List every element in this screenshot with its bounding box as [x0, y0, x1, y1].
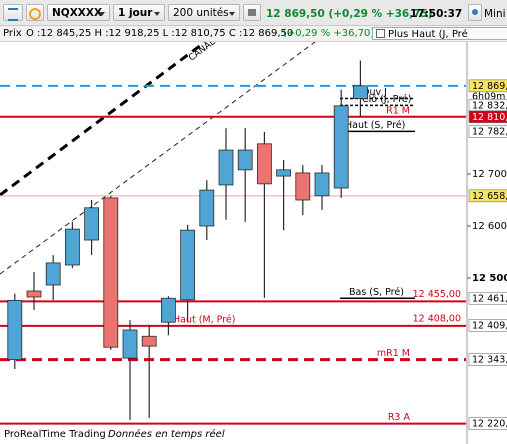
period: 1 jour — [118, 7, 153, 19]
level-label: Haut (S, Pré) — [345, 120, 405, 131]
candle-body — [180, 229, 196, 301]
candle-body — [84, 207, 99, 241]
candle-body — [352, 85, 368, 99]
level-label: Haut (M, Pré) — [173, 314, 235, 325]
link-icon[interactable] — [26, 4, 44, 21]
toolbar: NQXXXX 1 jour 200 unités 12 869,50 (+0,2… — [0, 0, 507, 26]
level-value-label: 12 455,00 — [413, 289, 461, 300]
indicator: Plus Haut (J, Pré — [388, 29, 468, 40]
level-label: Clô (J, Pré) — [362, 94, 411, 105]
candle-body — [256, 143, 272, 185]
price-tag-label: 12 832, — [472, 100, 507, 111]
candle-body — [160, 297, 176, 323]
symbol: NQXXXX — [52, 7, 103, 19]
info-bar: Prix O :12 845,25 H :12 918,25 L :12 810… — [0, 26, 507, 42]
level-label: Ouv J — [362, 87, 387, 98]
price-tag-label: 12 220, — [472, 419, 507, 430]
candle-body — [26, 290, 42, 298]
level-label: Bas (S, Pré) — [349, 287, 404, 298]
price-tag — [468, 79, 507, 93]
units: 200 unités — [173, 7, 229, 19]
y-tick-label: 12 600 — [472, 221, 507, 232]
change: (+0,29 % +36,70) — [283, 28, 375, 39]
candle-body — [295, 172, 311, 201]
level-value-label: 12 408,00 — [413, 313, 461, 324]
candles — [7, 60, 368, 420]
footer-brand: ProRealTime Trading — [4, 429, 106, 440]
period-select[interactable]: 1 jour — [113, 4, 165, 21]
symbol-select[interactable]: NQXXXX — [47, 4, 110, 21]
alert-icon[interactable] — [468, 4, 482, 21]
candle-body — [7, 299, 23, 361]
channel-line — [0, 42, 206, 197]
y-tick-label: 12 700 — [472, 169, 507, 180]
trend-line — [0, 42, 316, 275]
candle-body — [276, 169, 292, 177]
price-label: Prix — [3, 28, 22, 39]
level-label: R3 A — [388, 412, 411, 423]
settings-icon[interactable] — [243, 4, 261, 21]
menu-icon[interactable] — [3, 4, 23, 21]
candle-body — [141, 335, 157, 347]
price-tag-label: 12 461, — [472, 293, 507, 304]
candle-body — [333, 105, 349, 189]
footer-status: Données en temps réel — [108, 428, 225, 440]
price-tag — [468, 319, 507, 332]
level-label: mR1 M — [377, 348, 410, 359]
candle-body — [65, 228, 80, 266]
ohlc: O :12 845,25 H :12 918,25 L :12 810,75 C… — [26, 28, 294, 39]
price-tag-label: 12 409, — [472, 320, 507, 331]
price-tag-label: 12 810, — [472, 112, 507, 123]
level-label: R1 M — [386, 105, 410, 116]
price-tag-label: 12 343, — [472, 355, 507, 366]
price-tag — [468, 189, 507, 203]
candle-body — [45, 262, 61, 286]
price-tag — [468, 125, 507, 138]
price-tag — [468, 291, 507, 305]
candle-body — [218, 149, 234, 186]
indicator-tab[interactable]: Plus Haut (J, Pré — [372, 27, 507, 40]
candle-body — [237, 149, 253, 171]
price-tag-label: 12 658, — [472, 191, 507, 202]
countdown: 6h09m — [472, 91, 505, 102]
candle-body — [199, 189, 215, 227]
price-tag-label: 12 869, — [472, 81, 507, 92]
price-tag — [468, 110, 507, 124]
price-tag — [468, 417, 507, 430]
contract: Mini N — [484, 8, 507, 20]
channel-label: CANAL — [187, 42, 217, 64]
chart: CANAL ProRealTime Trading Données en tem… — [0, 42, 507, 444]
clock: 17:50:37 — [410, 8, 463, 20]
price-tag — [468, 353, 507, 366]
candle-body — [314, 172, 330, 197]
candle-body — [122, 329, 138, 359]
units-select[interactable]: 200 unités — [168, 4, 240, 21]
y-tick-label: 12 500 — [472, 273, 507, 284]
candle-body — [103, 197, 119, 348]
price-tag-label: 12 782, — [472, 126, 507, 137]
quote: 12 869,50 (+0,29 % +36,75) — [266, 8, 433, 20]
